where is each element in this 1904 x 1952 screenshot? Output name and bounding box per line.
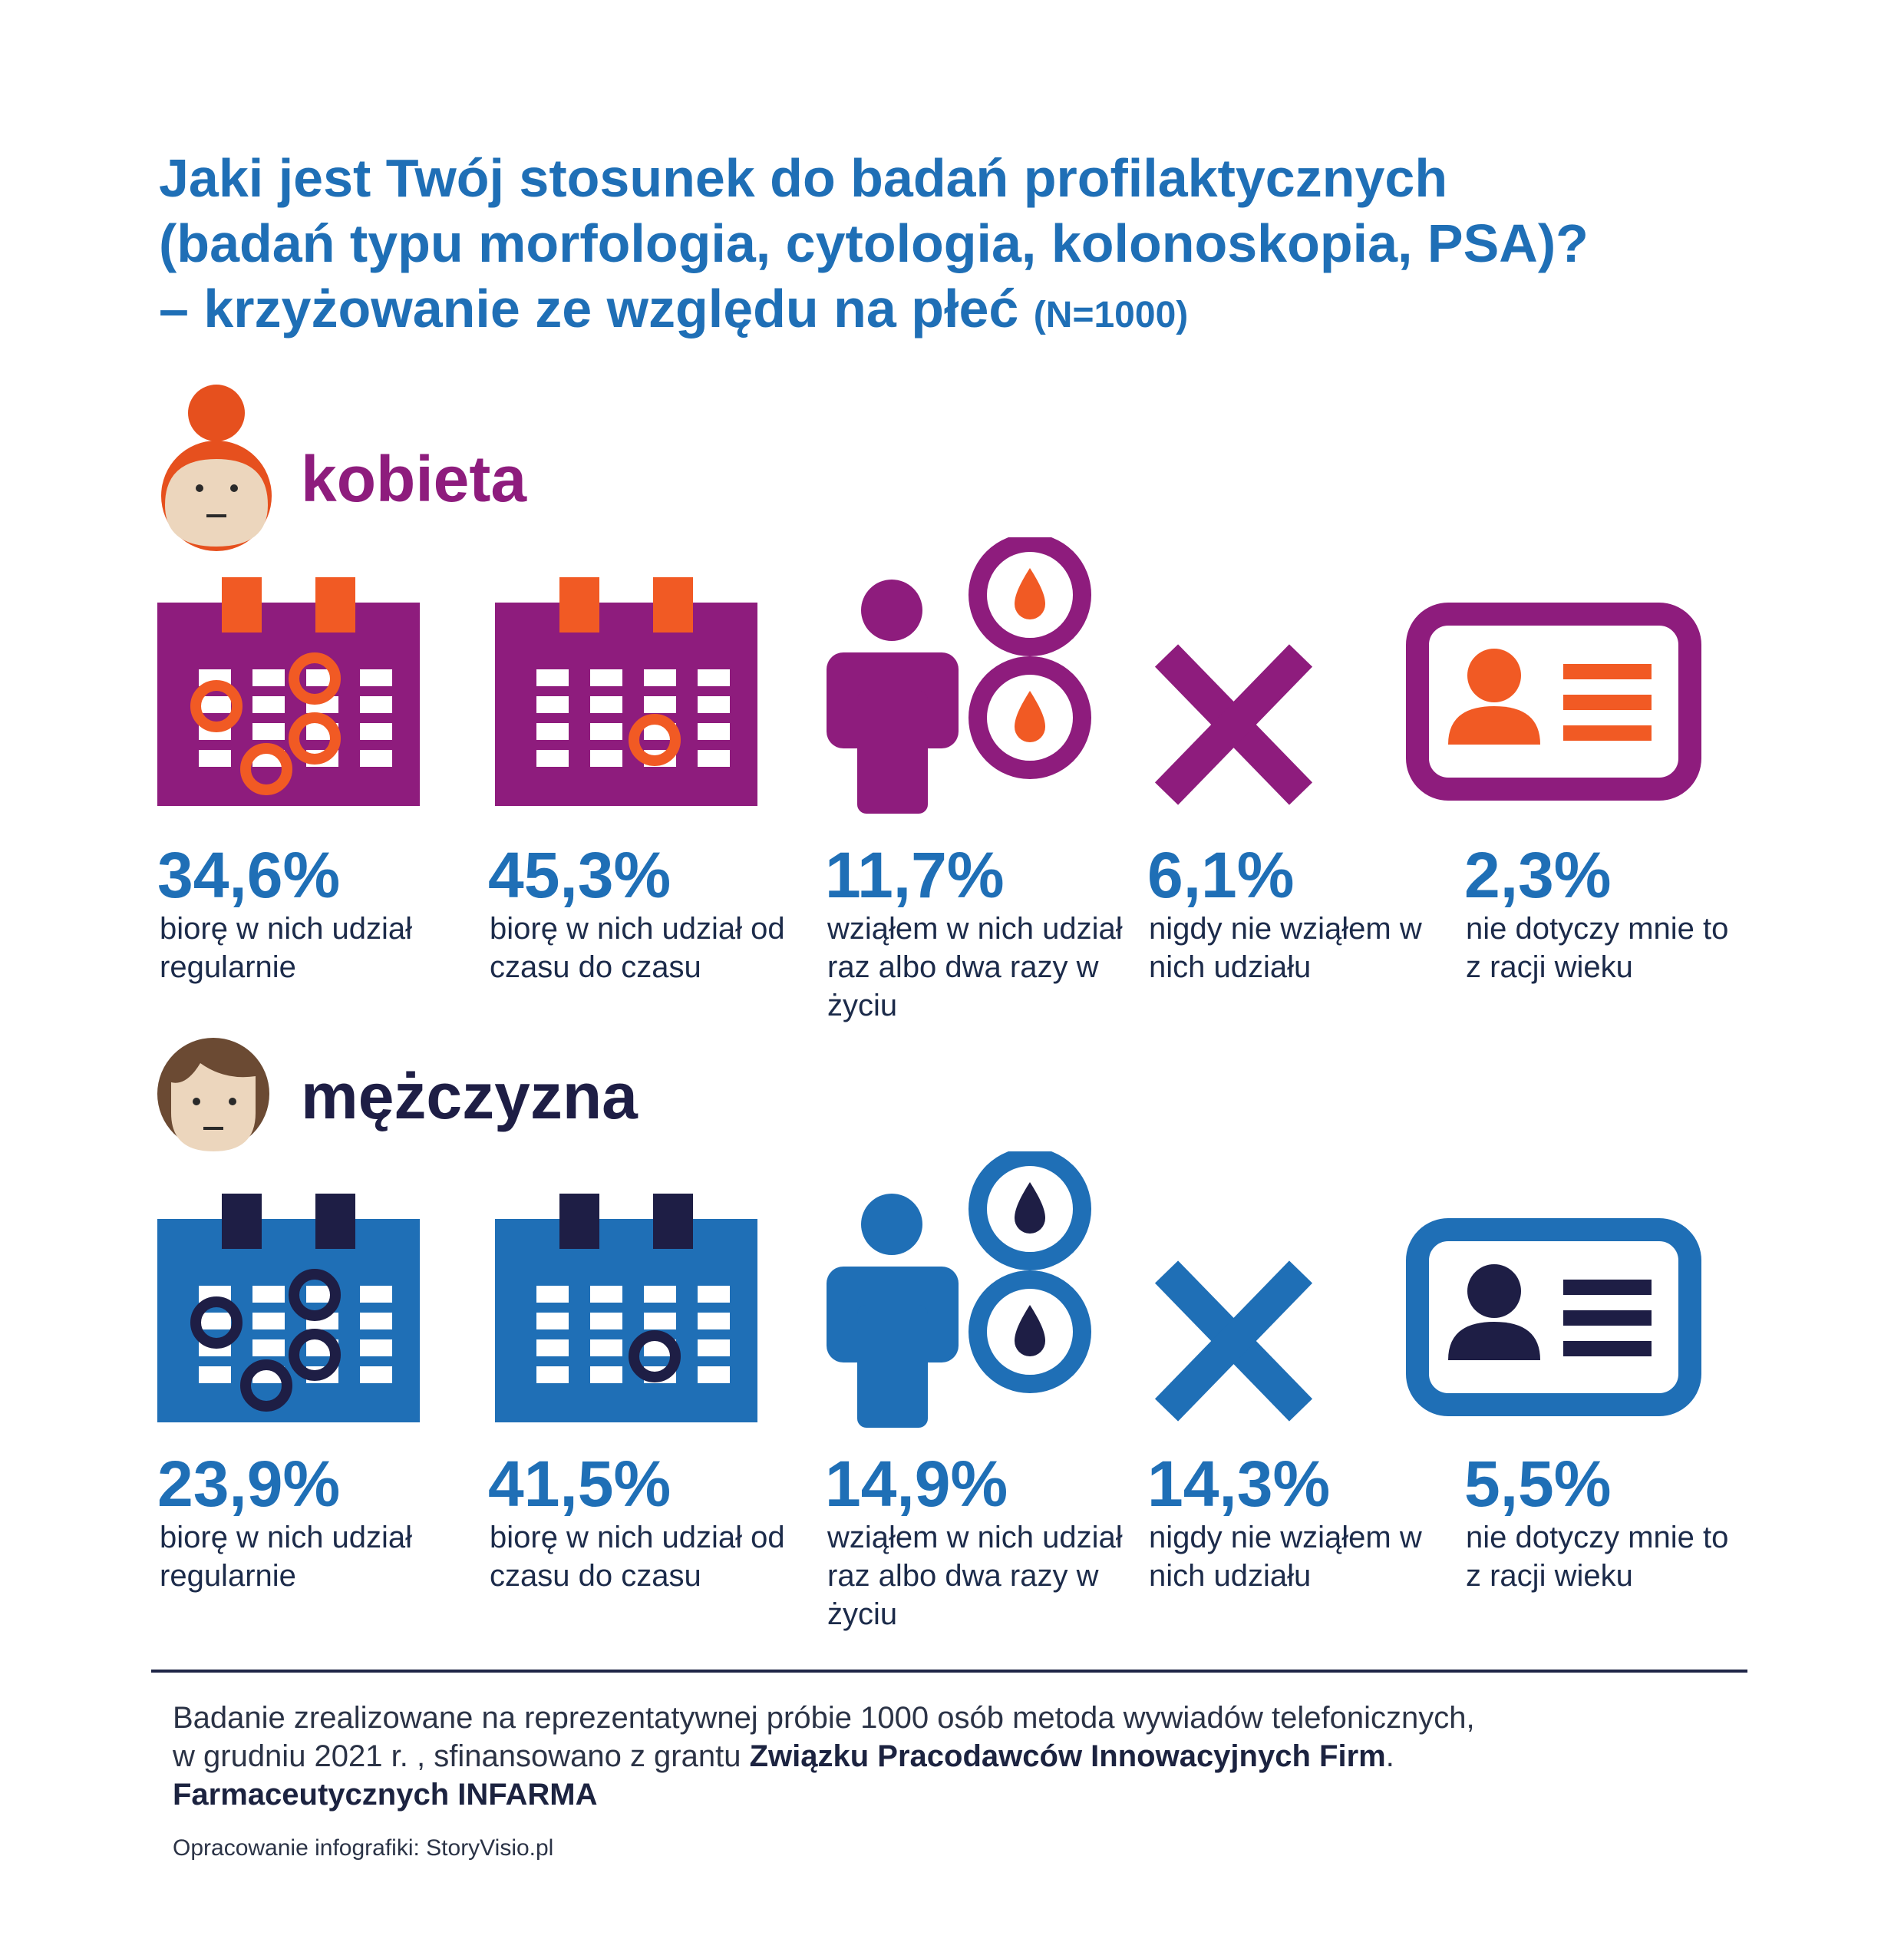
cross-icon <box>1154 644 1313 805</box>
footer-divider <box>151 1670 1747 1673</box>
credit: Opracowanie infografiki: StoryVisio.pl <box>173 1835 554 1861</box>
female-value-2: 45,3% <box>488 839 672 911</box>
female-value-1: 34,6% <box>157 839 341 911</box>
male-value-1: 23,9% <box>157 1448 341 1520</box>
male-desc-1: biorę w nich udział regularnie <box>160 1521 413 1593</box>
footer-line-2-text: w grudniu 2021 r. , sfinansowano z grant… <box>173 1739 750 1773</box>
male-face-icon <box>157 1038 269 1151</box>
calendar-single-mark-icon <box>495 577 757 806</box>
female-desc-2: biorę w nich udział od czasu do czasu <box>490 912 785 984</box>
cross-icon <box>1154 1260 1313 1422</box>
page-title: Jaki jest Twój stosunek do badań profila… <box>159 146 1809 348</box>
male-value-3: 14,9% <box>825 1448 1008 1520</box>
person-blood-drops-icon <box>827 537 1091 814</box>
female-value-4: 6,1% <box>1147 839 1295 911</box>
female-value-5: 2,3% <box>1464 839 1612 911</box>
title-line-1: Jaki jest Twój stosunek do badań profila… <box>159 148 1448 208</box>
male-value-4: 14,3% <box>1147 1448 1331 1520</box>
person-blood-drops-icon <box>827 1151 1091 1428</box>
female-value-3: 11,7% <box>825 839 1005 911</box>
male-desc-3: wziąłem w nich udział raz albo dwa razy … <box>827 1521 1123 1631</box>
title-line-2: (badań typu morfologia, cytologia, kolon… <box>159 213 1589 273</box>
footer-note: Badanie zrealizowane na reprezentatywnej… <box>173 1699 1746 1814</box>
footer-line-2-end: . <box>1385 1739 1394 1773</box>
calendar-many-marks-icon <box>157 577 420 806</box>
footer-line-1: Badanie zrealizowane na reprezentatywnej… <box>173 1701 1475 1735</box>
title-line-3: – krzyżowanie ze względu na płeć (N=1000… <box>159 276 1809 348</box>
footer-line-2: w grudniu 2021 r. , sfinansowano z grant… <box>173 1737 1746 1775</box>
male-label: mężczyzna <box>301 1060 638 1132</box>
female-desc-3: wziąłem w nich udział raz albo dwa razy … <box>827 912 1123 1022</box>
female-desc-1: biorę w nich udział regularnie <box>160 912 413 984</box>
footer-line-3: Farmaceutycznych INFARMA <box>173 1775 1746 1814</box>
male-desc-4: nigdy nie wziąłem w nich udziału <box>1149 1521 1422 1593</box>
id-card-icon <box>1406 603 1701 801</box>
male-value-2: 41,5% <box>488 1448 672 1520</box>
female-label: kobieta <box>301 443 527 515</box>
footer-line-3-bold: Farmaceutycznych INFARMA <box>173 1778 598 1812</box>
calendar-single-mark-icon <box>495 1194 757 1422</box>
calendar-many-marks-icon <box>157 1194 420 1422</box>
sample-size: (N=1000) <box>1033 295 1189 335</box>
female-desc-5: nie dotyczy mnie to z racji wieku <box>1466 912 1729 984</box>
title-line-3-text: – krzyżowanie ze względu na płeć <box>159 279 1019 339</box>
female-desc-4: nigdy nie wziąłem w nich udziału <box>1149 912 1422 984</box>
male-value-5: 5,5% <box>1464 1448 1612 1520</box>
male-desc-2: biorę w nich udział od czasu do czasu <box>490 1521 785 1593</box>
id-card-icon <box>1406 1218 1701 1416</box>
female-face-icon <box>161 385 272 551</box>
male-desc-5: nie dotyczy mnie to z racji wieku <box>1466 1521 1729 1593</box>
footer-line-2-bold: Związku Pracodawców Innowacyjnych Firm <box>749 1739 1386 1773</box>
